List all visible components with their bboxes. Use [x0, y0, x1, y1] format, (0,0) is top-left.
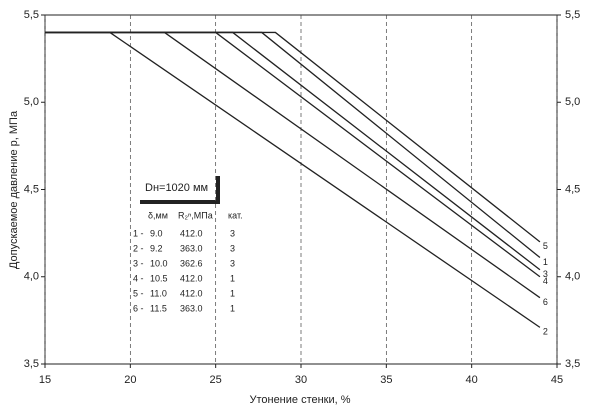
table-cell: 1 — [230, 303, 235, 313]
table-cell: 10.5 — [150, 273, 168, 283]
y2-tick-label: 3,5 — [565, 358, 580, 370]
x-tick-label: 40 — [466, 374, 478, 386]
y-axis-label: Допускаемое давление р, МПа — [8, 110, 20, 269]
x-tick-label: 30 — [295, 374, 307, 386]
table-title: Dн=1020 мм — [145, 182, 208, 194]
line — [45, 31, 541, 328]
table-cell: 10.0 — [150, 258, 168, 268]
y2-tick-label: 5,5 — [565, 9, 580, 21]
x-tick-label: 25 — [210, 374, 222, 386]
table-cell: 2 - — [133, 243, 144, 253]
table-cell: 363.0 — [180, 303, 203, 313]
y2-tick-label: 5,0 — [565, 96, 580, 108]
table-cell: 9.2 — [150, 243, 163, 253]
table-cell: 1 — [230, 273, 235, 283]
x-tick-label: 15 — [39, 374, 51, 386]
y-tick-label: 4,0 — [24, 271, 39, 283]
series-label: 6 — [543, 297, 548, 307]
table-header: δ,мм — [148, 210, 168, 220]
line — [45, 31, 541, 271]
table-cell: 362.6 — [180, 258, 203, 268]
line — [45, 31, 541, 259]
x-axis-label: Утонение стенки, % — [249, 394, 350, 406]
table-cell: 5 - — [133, 288, 144, 298]
x-tick-label: 35 — [380, 374, 392, 386]
x-tick-label: 45 — [551, 374, 563, 386]
table-cell: 412.0 — [180, 288, 203, 298]
table-cell: 3 — [230, 243, 235, 253]
table-cell: 3 — [230, 228, 235, 238]
line — [45, 31, 541, 243]
table-cell: 1 - — [133, 228, 144, 238]
table-cell: 11.0 — [150, 288, 167, 298]
series-label: 5 — [543, 241, 548, 251]
table-cell: 4 - — [133, 273, 144, 283]
table-header: R₂ⁿ,МПа — [178, 210, 213, 220]
y-tick-label: 5,0 — [24, 96, 39, 108]
x-tick-label: 20 — [124, 374, 136, 386]
y-tick-label: 4,5 — [24, 183, 39, 195]
table-header: кат. — [228, 210, 243, 220]
table-cell: 412.0 — [180, 228, 203, 238]
series-label: 1 — [543, 257, 548, 267]
table-title-border — [140, 176, 220, 204]
table-cell: 6 - — [133, 303, 144, 313]
y-tick-label: 3,5 — [24, 358, 39, 370]
table-cell: 412.0 — [180, 273, 203, 283]
y2-tick-label: 4,0 — [565, 271, 580, 283]
line — [45, 31, 541, 278]
series-label: 2 — [543, 327, 548, 337]
table-cell: 1 — [230, 288, 235, 298]
table-cell: 11.5 — [150, 303, 167, 313]
y2-tick-label: 4,5 — [565, 183, 580, 195]
table-cell: 9.0 — [150, 228, 163, 238]
table-cell: 363.0 — [180, 243, 203, 253]
table-cell: 3 — [230, 258, 235, 268]
table-cell: 3 - — [133, 258, 144, 268]
series-label: 3 — [543, 269, 548, 279]
series-label: 4 — [543, 276, 548, 286]
y-tick-label: 5,5 — [24, 9, 39, 21]
line — [45, 31, 541, 299]
